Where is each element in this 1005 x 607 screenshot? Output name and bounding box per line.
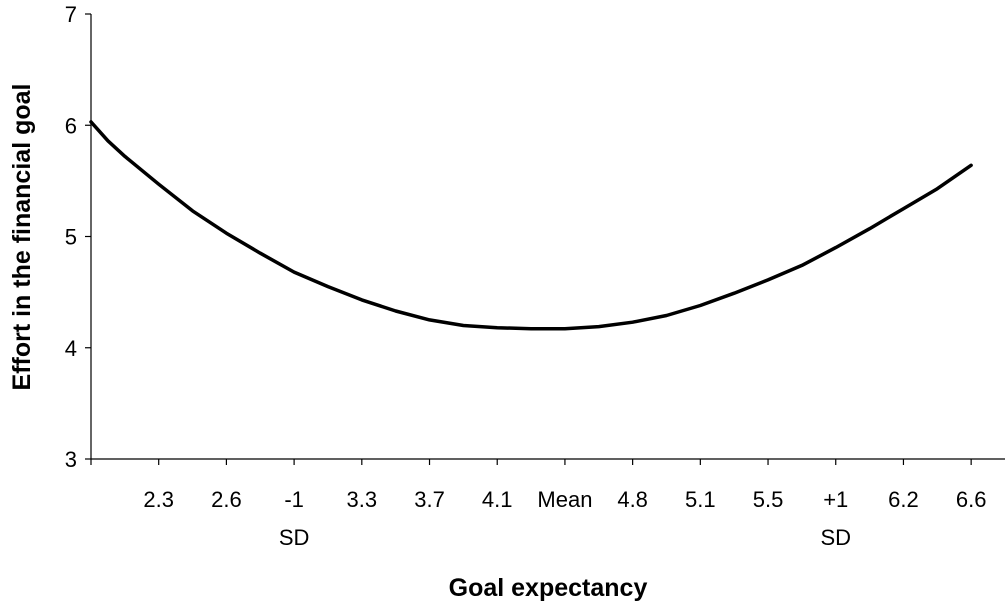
y-tick-label: 6 [65,113,77,138]
x-axis-title: Goal expectancy [449,574,648,602]
x-tick-label: +1 [823,487,848,512]
x-tick-label: Mean [537,487,592,512]
x-tick-label: 5.1 [685,487,716,512]
x-tick-label: 2.6 [211,487,242,512]
y-tick-label: 7 [65,2,77,27]
series-line [89,120,973,331]
x-tick-label: 3.7 [414,487,445,512]
y-tick-label: 5 [65,225,77,250]
x-tick-label: 6.2 [888,487,919,512]
x-tick-label: 4.8 [617,487,648,512]
x-tick-label: 3.3 [347,487,378,512]
y-tick-label: 4 [65,336,77,361]
y-axis-title: Effort in the financial goal [8,84,36,391]
x-tick-label: SD [279,525,310,550]
x-tick-label: 6.6 [956,487,987,512]
x-tick-label: 5.5 [753,487,784,512]
x-tick-label: SD [820,525,851,550]
y-tick-label: 3 [65,447,77,472]
x-tick-label: 2.3 [143,487,174,512]
x-tick-label: -1 [284,487,304,512]
series-layer [89,120,973,331]
y-axis: 3 4 5 6 7 [65,2,92,472]
x-tick-label: 4.1 [482,487,513,512]
x-axis: 2.3 2.6 -1 SD 3.3 3.7 4.1 Mean 4.8 5.1 5.5 +1 SD 6.2 6… [90,458,1005,550]
